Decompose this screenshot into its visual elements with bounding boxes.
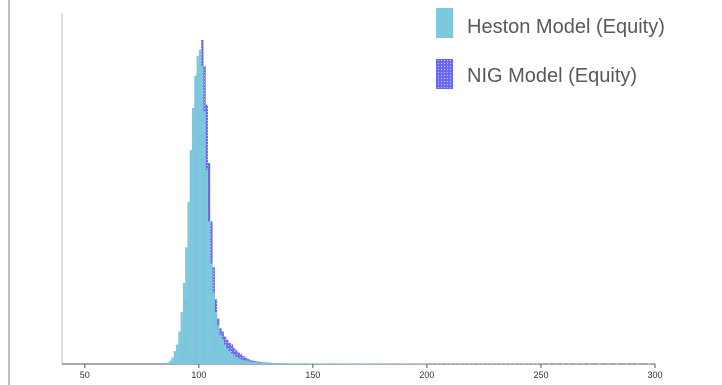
histogram-bar-heston: [349, 363, 352, 364]
histogram-bar-heston: [198, 49, 202, 364]
histogram-bar-heston: [285, 363, 288, 364]
histogram-bar-heston: [219, 334, 222, 364]
histogram-bar-heston: [169, 360, 172, 364]
x-tick-label: 250: [533, 370, 548, 380]
histogram-bar-heston: [260, 362, 263, 364]
histogram-bar-heston: [185, 247, 188, 364]
histogram-bar-heston: [290, 363, 293, 364]
histogram-bar-heston: [262, 362, 265, 364]
histogram-bar-heston: [292, 363, 295, 364]
x-tick-label: 200: [419, 370, 434, 380]
histogram-bar-heston: [221, 339, 224, 364]
histogram-bar-heston: [274, 363, 277, 364]
histogram-bar-heston: [196, 56, 199, 364]
histogram-bar-heston: [228, 351, 231, 364]
histogram-bar-heston: [173, 351, 177, 364]
histogram-bar-heston: [312, 363, 316, 364]
histogram-bar-heston: [230, 353, 234, 364]
histogram-bar-heston: [317, 363, 320, 364]
histogram-bar-heston: [182, 283, 186, 364]
legend: Heston Model (Equity) NIG Model (Equity): [436, 8, 665, 89]
histogram-bar-heston: [251, 361, 254, 364]
histogram-bar-heston: [278, 363, 281, 364]
histogram-bar-heston: [271, 363, 275, 364]
left-edge-glyph: ): [0, 131, 2, 155]
histogram-bar-heston: [333, 363, 336, 364]
x-tick-label: 300: [647, 370, 662, 380]
histogram-bar-heston: [267, 362, 270, 364]
histogram-bar-heston: [226, 348, 229, 364]
histogram-bar-heston: [299, 363, 302, 364]
histogram-bar-heston: [203, 111, 206, 364]
histogram-bar-heston: [187, 202, 190, 364]
histogram-bar-heston: [246, 361, 250, 364]
histogram-bar-heston: [192, 108, 195, 364]
histogram-bar-heston: [214, 312, 218, 364]
histogram-bar-heston: [205, 169, 208, 364]
histogram-bar-heston: [249, 361, 252, 364]
histogram-bar-heston: [296, 363, 300, 364]
histogram-bar-heston: [239, 359, 243, 364]
histogram-bar-heston: [322, 363, 325, 364]
x-tick-label: 150: [305, 370, 320, 380]
x-tick-label: 50: [80, 370, 90, 380]
histogram-bar-heston: [287, 363, 291, 364]
histogram-bar-heston: [306, 363, 309, 364]
histogram-bar-heston: [178, 331, 181, 364]
histogram-bar-heston: [269, 363, 272, 364]
histogram-bar-heston: [235, 356, 238, 364]
histogram-bar-heston: [242, 360, 245, 364]
histogram-bar-heston: [301, 363, 304, 364]
histogram-bar-heston: [217, 325, 220, 364]
legend-label-heston: Heston Model (Equity): [467, 16, 665, 38]
histogram-bar-heston: [207, 221, 211, 364]
histogram-bar-heston: [176, 344, 179, 364]
histogram-bar-heston: [223, 344, 227, 364]
histogram-bar-heston: [310, 363, 313, 364]
histogram-bar-heston: [258, 362, 261, 364]
histogram-bar-heston: [180, 312, 183, 364]
histogram-bar-heston: [264, 362, 268, 364]
histogram-bar-nig: [242, 355, 245, 364]
histogram-bar-heston: [381, 363, 384, 364]
legend-label-nig: NIG Model (Equity): [467, 65, 637, 87]
histogram-bar-heston: [315, 363, 318, 364]
histogram-bar-heston: [276, 363, 279, 364]
histogram-bar-heston: [210, 263, 213, 364]
series-group-heston: [166, 49, 651, 365]
histogram-bar-heston: [171, 357, 174, 364]
histogram-bar-heston: [326, 363, 329, 364]
histogram-bar-heston: [233, 355, 236, 364]
histogram-bar-heston: [308, 363, 311, 364]
histogram-bar-heston: [294, 363, 297, 364]
histogram-bar-heston: [237, 358, 240, 364]
histogram-bar-heston: [340, 363, 343, 364]
histogram-bar-heston: [201, 65, 204, 365]
histogram-bar-heston: [283, 363, 286, 364]
legend-swatch-nig: [436, 59, 453, 89]
x-ticks: 50 100 150 200 250 300: [80, 364, 663, 380]
histogram-bar-heston: [253, 362, 256, 364]
histogram-bar-heston: [194, 75, 197, 364]
histogram-bar-heston: [255, 362, 259, 364]
x-tick-label: 100: [191, 370, 206, 380]
histogram-bar-heston: [244, 360, 247, 364]
histogram-bar-heston: [166, 362, 170, 364]
histogram-bar-heston: [280, 363, 284, 364]
histogram-bar-heston: [363, 363, 366, 364]
histogram-bar-heston: [189, 150, 192, 364]
histogram-bar-heston: [303, 363, 307, 364]
histogram-bar-heston: [212, 292, 215, 364]
legend-swatch-heston: [436, 8, 453, 38]
